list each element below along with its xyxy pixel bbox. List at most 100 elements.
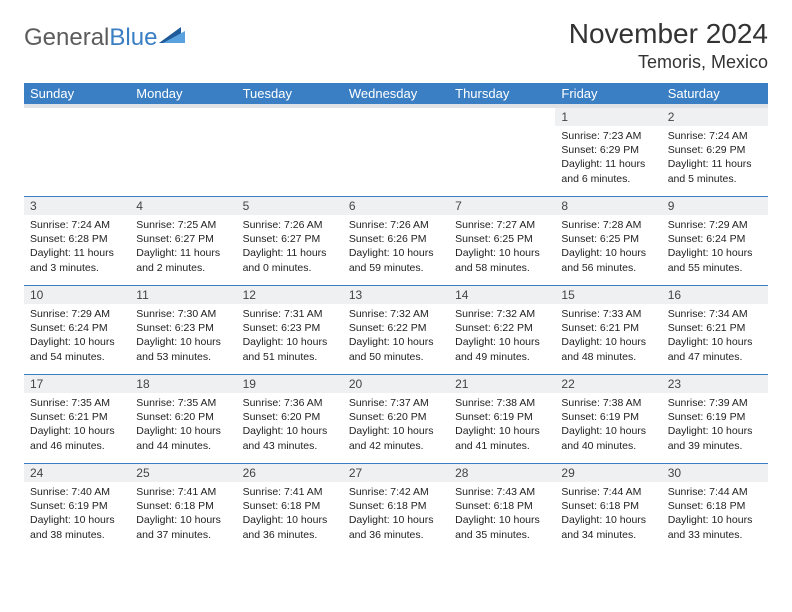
day-number: 9 — [662, 197, 768, 215]
sunrise-text: Sunrise: 7:28 AM — [561, 218, 655, 232]
daylight-text: Daylight: 10 hours and 36 minutes. — [349, 513, 443, 541]
sunset-text: Sunset: 6:18 PM — [561, 499, 655, 513]
daylight-text: Daylight: 11 hours and 3 minutes. — [30, 246, 124, 274]
daylight-text: Daylight: 10 hours and 47 minutes. — [668, 335, 762, 363]
sunrise-text: Sunrise: 7:44 AM — [668, 485, 762, 499]
sunset-text: Sunset: 6:24 PM — [668, 232, 762, 246]
sunrise-text: Sunrise: 7:35 AM — [136, 396, 230, 410]
weekday-header: Wednesday — [343, 83, 449, 106]
calendar-week-row: 3Sunrise: 7:24 AMSunset: 6:28 PMDaylight… — [24, 197, 768, 286]
calendar-cell: 8Sunrise: 7:28 AMSunset: 6:25 PMDaylight… — [555, 197, 661, 286]
sunset-text: Sunset: 6:25 PM — [561, 232, 655, 246]
day-number: 4 — [130, 197, 236, 215]
sunset-text: Sunset: 6:23 PM — [136, 321, 230, 335]
day-number: 22 — [555, 375, 661, 393]
sunrise-text: Sunrise: 7:39 AM — [668, 396, 762, 410]
calendar-cell: 17Sunrise: 7:35 AMSunset: 6:21 PMDayligh… — [24, 375, 130, 464]
day-details: Sunrise: 7:44 AMSunset: 6:18 PMDaylight:… — [555, 482, 661, 546]
calendar-cell: 15Sunrise: 7:33 AMSunset: 6:21 PMDayligh… — [555, 286, 661, 375]
title-block: November 2024 Temoris, Mexico — [569, 18, 768, 73]
calendar-cell — [449, 106, 555, 197]
daylight-text: Daylight: 11 hours and 6 minutes. — [561, 157, 655, 185]
daylight-text: Daylight: 10 hours and 46 minutes. — [30, 424, 124, 452]
calendar-cell: 14Sunrise: 7:32 AMSunset: 6:22 PMDayligh… — [449, 286, 555, 375]
calendar-week-row: 10Sunrise: 7:29 AMSunset: 6:24 PMDayligh… — [24, 286, 768, 375]
calendar-cell: 19Sunrise: 7:36 AMSunset: 6:20 PMDayligh… — [237, 375, 343, 464]
daylight-text: Daylight: 10 hours and 54 minutes. — [30, 335, 124, 363]
day-number: 27 — [343, 464, 449, 482]
logo-text-blue: Blue — [109, 24, 157, 52]
sunset-text: Sunset: 6:19 PM — [668, 410, 762, 424]
day-details: Sunrise: 7:35 AMSunset: 6:21 PMDaylight:… — [24, 393, 130, 457]
calendar-cell: 4Sunrise: 7:25 AMSunset: 6:27 PMDaylight… — [130, 197, 236, 286]
day-details: Sunrise: 7:23 AMSunset: 6:29 PMDaylight:… — [555, 126, 661, 190]
calendar-week-row: 17Sunrise: 7:35 AMSunset: 6:21 PMDayligh… — [24, 375, 768, 464]
day-number: 1 — [555, 108, 661, 126]
daylight-text: Daylight: 10 hours and 33 minutes. — [668, 513, 762, 541]
calendar-cell: 30Sunrise: 7:44 AMSunset: 6:18 PMDayligh… — [662, 464, 768, 553]
calendar-cell — [343, 106, 449, 197]
sunrise-text: Sunrise: 7:38 AM — [561, 396, 655, 410]
sunset-text: Sunset: 6:19 PM — [561, 410, 655, 424]
sunrise-text: Sunrise: 7:40 AM — [30, 485, 124, 499]
sunset-text: Sunset: 6:26 PM — [349, 232, 443, 246]
day-number: 5 — [237, 197, 343, 215]
calendar-cell: 22 Sunrise: 7:38 AMSunset: 6:19 PMDayligh… — [555, 375, 661, 464]
day-details: Sunrise: 7:24 AMSunset: 6:28 PMDaylight:… — [24, 215, 130, 279]
day-number: 26 — [237, 464, 343, 482]
day-details: Sunrise: 7:41 AMSunset: 6:18 PMDaylight:… — [237, 482, 343, 546]
sunrise-text: Sunrise: 7:36 AM — [243, 396, 337, 410]
calendar-cell: 7Sunrise: 7:27 AMSunset: 6:25 PMDaylight… — [449, 197, 555, 286]
sunset-text: Sunset: 6:18 PM — [455, 499, 549, 513]
sunrise-text: Sunrise: 7:25 AM — [136, 218, 230, 232]
day-number: 29 — [555, 464, 661, 482]
location-subtitle: Temoris, Mexico — [569, 52, 768, 73]
sunrise-text: Sunrise: 7:42 AM — [349, 485, 443, 499]
daylight-text: Daylight: 10 hours and 40 minutes. — [561, 424, 655, 452]
sunrise-text: Sunrise: 7:37 AM — [349, 396, 443, 410]
sunset-text: Sunset: 6:19 PM — [30, 499, 124, 513]
day-number: 3 — [24, 197, 130, 215]
sunrise-text: Sunrise: 7:24 AM — [30, 218, 124, 232]
daylight-text: Daylight: 10 hours and 39 minutes. — [668, 424, 762, 452]
day-number: 14 — [449, 286, 555, 304]
daylight-text: Daylight: 10 hours and 43 minutes. — [243, 424, 337, 452]
calendar-cell: 29Sunrise: 7:44 AMSunset: 6:18 PMDayligh… — [555, 464, 661, 553]
calendar-cell: 27Sunrise: 7:42 AMSunset: 6:18 PMDayligh… — [343, 464, 449, 553]
weekday-header: Tuesday — [237, 83, 343, 106]
calendar-cell: 26Sunrise: 7:41 AMSunset: 6:18 PMDayligh… — [237, 464, 343, 553]
calendar-cell: 24Sunrise: 7:40 AMSunset: 6:19 PMDayligh… — [24, 464, 130, 553]
day-details: Sunrise: 7:42 AMSunset: 6:18 PMDaylight:… — [343, 482, 449, 546]
day-details: Sunrise: 7:25 AMSunset: 6:27 PMDaylight:… — [130, 215, 236, 279]
day-number: 12 — [237, 286, 343, 304]
sunrise-text: Sunrise: 7:26 AM — [349, 218, 443, 232]
calendar-cell: 21Sunrise: 7:38 AMSunset: 6:19 PMDayligh… — [449, 375, 555, 464]
weekday-header-row: SundayMondayTuesdayWednesdayThursdayFrid… — [24, 83, 768, 106]
sunset-text: Sunset: 6:24 PM — [30, 321, 124, 335]
calendar-cell — [24, 106, 130, 197]
calendar-cell — [237, 106, 343, 197]
daylight-text: Daylight: 10 hours and 56 minutes. — [561, 246, 655, 274]
day-details: Sunrise: 7:37 AMSunset: 6:20 PMDaylight:… — [343, 393, 449, 457]
daylight-text: Daylight: 10 hours and 37 minutes. — [136, 513, 230, 541]
sunset-text: Sunset: 6:21 PM — [30, 410, 124, 424]
sunset-text: Sunset: 6:18 PM — [243, 499, 337, 513]
day-details: Sunrise: 7:24 AMSunset: 6:29 PMDaylight:… — [662, 126, 768, 190]
day-number: 6 — [343, 197, 449, 215]
sunrise-text: Sunrise: 7:24 AM — [668, 129, 762, 143]
day-details: Sunrise: 7:26 AMSunset: 6:27 PMDaylight:… — [237, 215, 343, 279]
weekday-header: Thursday — [449, 83, 555, 106]
day-number: 18 — [130, 375, 236, 393]
daylight-text: Daylight: 11 hours and 2 minutes. — [136, 246, 230, 274]
day-details: Sunrise: 7:36 AMSunset: 6:20 PMDaylight:… — [237, 393, 343, 457]
sunrise-text: Sunrise: 7:29 AM — [668, 218, 762, 232]
sunset-text: Sunset: 6:21 PM — [561, 321, 655, 335]
sunrise-text: Sunrise: 7:32 AM — [349, 307, 443, 321]
sunset-text: Sunset: 6:22 PM — [349, 321, 443, 335]
sunset-text: Sunset: 6:18 PM — [136, 499, 230, 513]
calendar-cell: 16Sunrise: 7:34 AMSunset: 6:21 PMDayligh… — [662, 286, 768, 375]
daylight-text: Daylight: 10 hours and 51 minutes. — [243, 335, 337, 363]
sunset-text: Sunset: 6:23 PM — [243, 321, 337, 335]
sunset-text: Sunset: 6:18 PM — [668, 499, 762, 513]
daylight-text: Daylight: 10 hours and 53 minutes. — [136, 335, 230, 363]
